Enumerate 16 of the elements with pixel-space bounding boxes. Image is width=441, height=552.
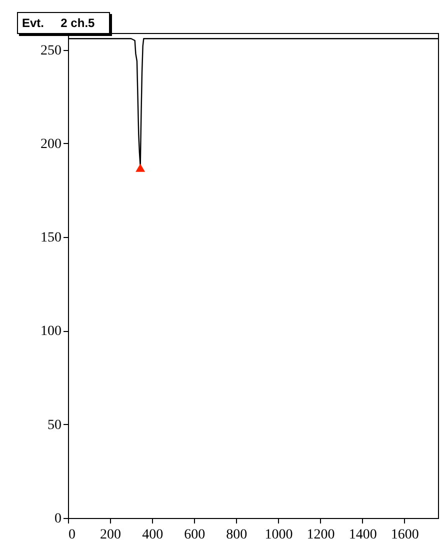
- chart-title: Evt. 2 ch.5: [17, 12, 110, 34]
- x-tick-label: 1000: [264, 528, 293, 542]
- y-tick-label: 200: [40, 136, 62, 152]
- y-tick-label: 50: [48, 418, 62, 433]
- x-tick-label: 1600: [390, 528, 419, 542]
- y-tick-label: 150: [40, 230, 62, 246]
- x-tick-label: 200: [100, 528, 122, 542]
- x-tick-label: 400: [142, 528, 164, 542]
- x-tick-label: 1200: [306, 528, 335, 542]
- x-tick-label: 1400: [348, 528, 377, 542]
- y-tick-label: 0: [54, 512, 62, 526]
- y-tick-label: 250: [40, 43, 62, 58]
- x-tick-label: 800: [226, 528, 248, 542]
- y-tick-label: 100: [40, 324, 62, 340]
- x-tick-label: 600: [184, 528, 206, 542]
- x-tick-label: 0: [68, 528, 76, 542]
